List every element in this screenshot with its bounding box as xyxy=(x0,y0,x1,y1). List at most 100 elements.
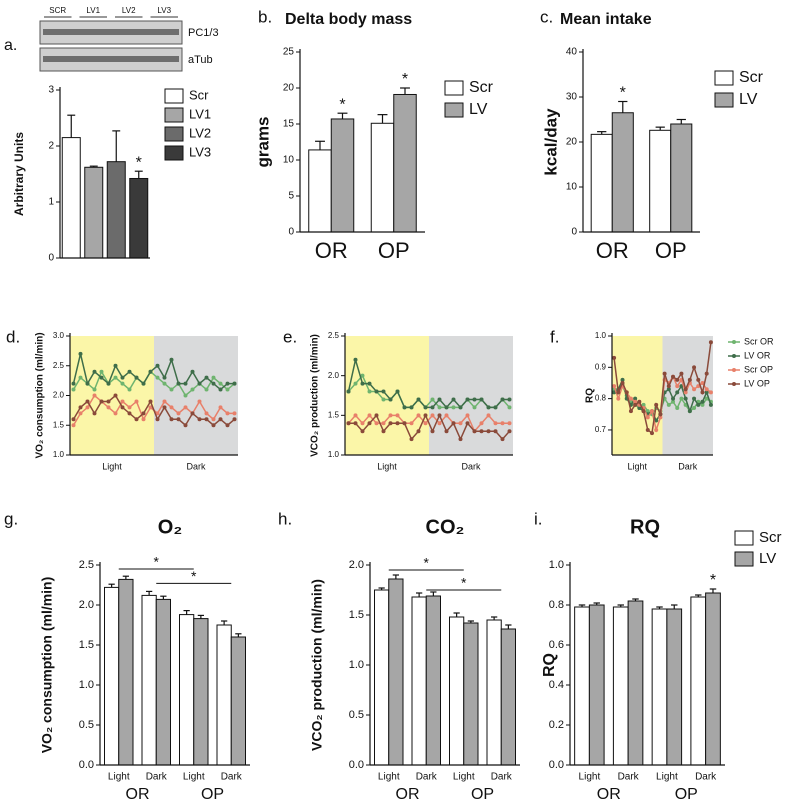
point xyxy=(374,389,379,394)
y-tick-label: 1.5 xyxy=(79,639,94,651)
point xyxy=(211,375,216,380)
point xyxy=(708,402,713,407)
bar xyxy=(370,122,395,233)
point xyxy=(437,413,442,418)
point xyxy=(395,421,400,426)
x-tick-label: OR xyxy=(315,238,348,263)
y-tick-label: 0.0 xyxy=(549,759,564,771)
bar xyxy=(388,578,404,766)
x-tick-label: Light xyxy=(183,772,205,783)
point xyxy=(169,417,174,422)
blot-row-label: PC1/3 xyxy=(188,27,219,39)
legend-marker xyxy=(732,382,736,386)
point xyxy=(232,381,237,386)
chart-title: CO₂ xyxy=(426,516,465,538)
y-tick-label: 1 xyxy=(48,197,54,208)
point xyxy=(507,421,512,426)
point xyxy=(679,396,684,401)
point xyxy=(700,399,705,404)
y-tick-label: 10 xyxy=(283,155,295,166)
legend-swatch xyxy=(164,145,184,161)
panel-label: e. xyxy=(283,327,297,346)
group-label: OP xyxy=(471,786,494,803)
legend-label: LV xyxy=(759,550,776,567)
point xyxy=(666,402,671,407)
point xyxy=(204,387,209,392)
y-tick-label: 0.4 xyxy=(549,679,564,691)
point xyxy=(430,413,435,418)
point xyxy=(645,415,650,420)
bar xyxy=(84,166,104,259)
point xyxy=(409,405,414,410)
point xyxy=(381,429,386,434)
point xyxy=(423,421,428,426)
bar xyxy=(179,614,195,766)
bar xyxy=(500,628,516,766)
point xyxy=(388,413,393,418)
panel-label: d. xyxy=(6,327,20,346)
y-tick-label: 2.0 xyxy=(79,599,94,611)
point xyxy=(85,381,90,386)
point xyxy=(409,421,414,426)
y-tick-label: 0.2 xyxy=(549,719,564,731)
point xyxy=(106,399,111,404)
point xyxy=(360,373,365,378)
point xyxy=(472,429,477,434)
lane-label: LV3 xyxy=(157,6,171,15)
legend-label: LV xyxy=(739,91,758,108)
x-tick-label: Dark xyxy=(618,772,640,783)
point xyxy=(225,411,230,416)
y-axis-label: VO₂ consumption (ml/min) xyxy=(35,332,46,458)
series-line xyxy=(72,369,235,397)
point xyxy=(155,411,160,416)
point xyxy=(465,421,470,426)
point xyxy=(696,402,701,407)
y-tick-label: 0.9 xyxy=(595,362,607,371)
point xyxy=(92,393,97,398)
y-tick-label: 0.5 xyxy=(349,709,364,721)
bar xyxy=(574,606,590,766)
point xyxy=(71,381,76,386)
point xyxy=(683,390,688,395)
point xyxy=(486,413,491,418)
y-axis-label: VCO₂ production (ml/min) xyxy=(309,579,325,751)
point xyxy=(500,397,505,402)
point xyxy=(204,417,209,422)
point xyxy=(148,399,153,404)
point xyxy=(218,417,223,422)
point xyxy=(183,405,188,410)
point xyxy=(662,371,667,376)
point xyxy=(92,411,97,416)
point xyxy=(155,417,160,422)
bar xyxy=(590,133,613,233)
y-tick-label: 1.0 xyxy=(349,659,364,671)
point xyxy=(416,397,421,402)
point xyxy=(444,405,449,410)
point xyxy=(700,402,705,407)
point xyxy=(190,411,195,416)
point xyxy=(479,421,484,426)
y-tick-label: 0.6 xyxy=(549,639,564,651)
y-tick-label: 20 xyxy=(566,137,578,148)
bar xyxy=(141,594,157,766)
point xyxy=(616,390,621,395)
panel-label: i. xyxy=(534,509,543,528)
point xyxy=(493,405,498,410)
bar xyxy=(393,93,417,233)
phase-shade xyxy=(70,336,154,455)
legend-label: LV2 xyxy=(189,125,211,140)
point xyxy=(353,381,358,386)
point xyxy=(645,409,650,414)
x-tick-label: Dark xyxy=(146,772,168,783)
significance-star: * xyxy=(620,85,626,102)
bar xyxy=(611,112,634,233)
point xyxy=(367,389,372,394)
y-tick-label: 0 xyxy=(571,227,577,238)
point xyxy=(134,375,139,380)
point xyxy=(127,387,132,392)
legend-marker xyxy=(732,354,736,358)
y-axis-label: VO₂ consumption (ml/min) xyxy=(39,577,55,754)
legend-label: Scr xyxy=(189,87,209,102)
bar xyxy=(649,129,672,233)
point xyxy=(430,429,435,434)
